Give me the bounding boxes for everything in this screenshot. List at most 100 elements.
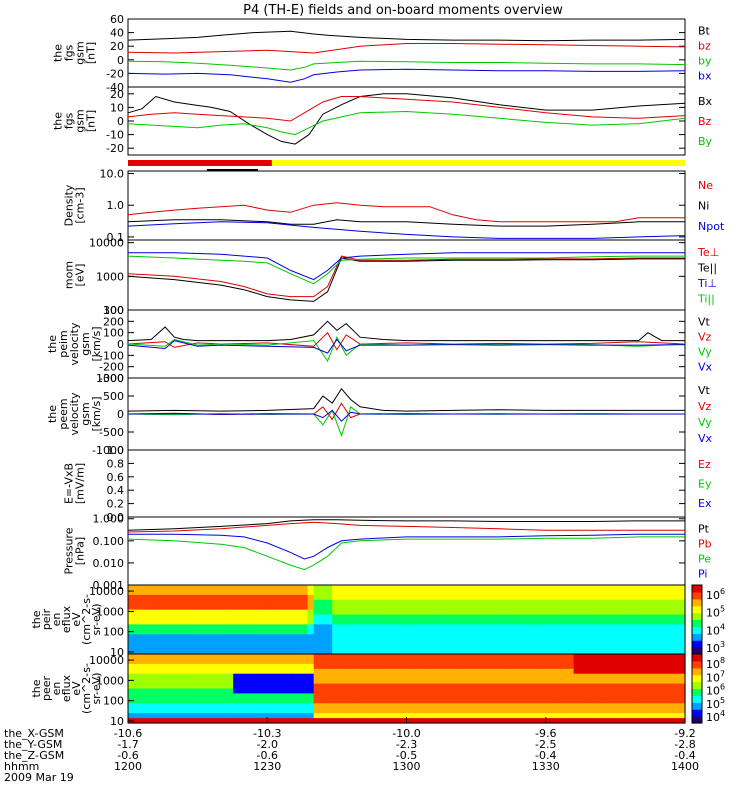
spectrogram-cell xyxy=(288,673,296,680)
spectrogram-cell xyxy=(548,624,556,630)
spectrogram-cell xyxy=(171,703,179,709)
spectrogram-cell xyxy=(264,658,271,665)
spectrogram-cell xyxy=(227,644,234,650)
spectrogram-cell xyxy=(406,585,414,591)
spectrogram-cell xyxy=(641,604,649,611)
spectrogram-cell xyxy=(505,614,513,621)
spectrogram-cell xyxy=(579,644,587,650)
spectrogram-cell xyxy=(344,658,352,665)
spectrogram-cell xyxy=(140,609,148,616)
spectrogram-cell xyxy=(660,604,667,611)
spectrogram-cell xyxy=(660,619,667,625)
spectrogram-cell xyxy=(418,708,426,714)
spectrogram-cell xyxy=(511,629,519,635)
spectrogram-cell xyxy=(586,614,593,621)
time-axis-row-label: the_Z-GSM xyxy=(4,749,64,762)
spectrogram-cell xyxy=(629,614,637,621)
spectrogram-cell xyxy=(499,624,507,630)
spectrogram-cell xyxy=(177,708,185,714)
spectrogram-cell xyxy=(158,589,166,596)
spectrogram-cell xyxy=(196,585,203,591)
spectrogram-cell xyxy=(480,589,488,596)
spectrogram-cell xyxy=(443,698,451,704)
spectrogram-cell xyxy=(375,649,383,655)
spectrogram-cell xyxy=(666,658,674,665)
spectrogram-cell xyxy=(536,658,544,665)
spectrogram-cell xyxy=(350,599,358,606)
spectrogram-cell xyxy=(487,683,494,690)
spectrogram-cell xyxy=(344,589,352,596)
spectrogram-cell xyxy=(165,649,172,655)
spectrogram-cell xyxy=(400,658,408,665)
spectrogram-cell xyxy=(487,609,494,616)
spectrogram-cell xyxy=(456,668,463,675)
spectrogram-cell xyxy=(573,658,581,665)
spectrogram-cell xyxy=(264,649,271,655)
spectrogram-cell xyxy=(672,599,680,606)
spectrogram-cell xyxy=(295,708,302,714)
spectrogram-cell xyxy=(449,683,457,690)
spectrogram-cell xyxy=(406,683,414,690)
spectrogram-cell xyxy=(251,589,259,596)
spectrogram-cell xyxy=(171,673,179,680)
spectrogram-cell xyxy=(369,668,377,675)
spectrogram-cell xyxy=(542,639,550,645)
spectrogram-cell xyxy=(326,683,333,690)
spectrogram-cell xyxy=(443,663,451,670)
spectrogram-cell xyxy=(610,639,618,645)
spectrogram-cell xyxy=(276,585,284,591)
spectrogram-cell xyxy=(220,624,228,630)
spectrogram-cell xyxy=(635,663,643,670)
spectrogram-cell xyxy=(517,624,525,630)
legend-Ey: Ey xyxy=(698,478,712,491)
spectrogram-cell xyxy=(524,663,531,670)
spectrogram-cell xyxy=(499,654,507,660)
spectrogram-cell xyxy=(134,609,141,616)
legend-Npot: Npot xyxy=(698,220,725,233)
spectrogram-cell xyxy=(666,718,674,724)
spectrogram-cell xyxy=(350,678,358,685)
spectrogram-cell xyxy=(387,658,395,665)
spectrogram-cell xyxy=(326,713,333,719)
spectrogram-cell xyxy=(319,673,327,680)
spectrogram-cell xyxy=(239,678,247,685)
spectrogram-cell xyxy=(319,614,327,621)
spectrogram-cell xyxy=(530,668,538,675)
spectrogram-cell xyxy=(128,599,135,606)
spectrogram-cell xyxy=(183,644,191,650)
spectrogram-cell xyxy=(326,624,333,630)
spectrogram-cell xyxy=(375,585,383,591)
spectrogram-cell xyxy=(357,693,364,699)
spectrogram-cell xyxy=(189,688,197,694)
spectrogram-cell xyxy=(282,594,290,601)
spectrogram-cell xyxy=(604,649,612,655)
spectrogram-cell xyxy=(654,639,661,645)
spectrogram-cell xyxy=(616,718,624,724)
spectrogram-cell xyxy=(641,658,649,665)
colorbar-segment xyxy=(692,709,702,717)
spectrogram-cell xyxy=(128,713,135,719)
spectrogram-cell xyxy=(623,604,630,611)
spectrogram-cell xyxy=(672,609,680,616)
spectrogram-cell xyxy=(474,693,482,699)
spectrogram-cell xyxy=(301,668,309,675)
spectrogram-cell xyxy=(499,589,507,596)
spectrogram-cell xyxy=(387,634,395,640)
spectrogram-cell xyxy=(536,713,544,719)
spectrogram-cell xyxy=(586,718,593,724)
spectrogram-cell xyxy=(462,668,469,675)
spectrogram-cell xyxy=(313,654,321,660)
spectrogram-cell xyxy=(350,589,358,596)
spectrogram-cell xyxy=(363,698,370,704)
spectrogram-cell xyxy=(158,634,166,640)
spectrogram-cell xyxy=(641,599,649,606)
spectrogram-cell xyxy=(214,589,222,596)
spectrogram-cell xyxy=(654,619,661,625)
spectrogram-cell xyxy=(369,634,377,640)
spectrogram-cell xyxy=(536,703,544,709)
spectrogram-cell xyxy=(431,639,439,645)
legend-Pt: Pt xyxy=(698,523,710,536)
spectrogram-cell xyxy=(177,658,185,665)
spectrogram-cell xyxy=(270,663,278,670)
y-axis-title-line: sr-eV) xyxy=(90,672,103,704)
